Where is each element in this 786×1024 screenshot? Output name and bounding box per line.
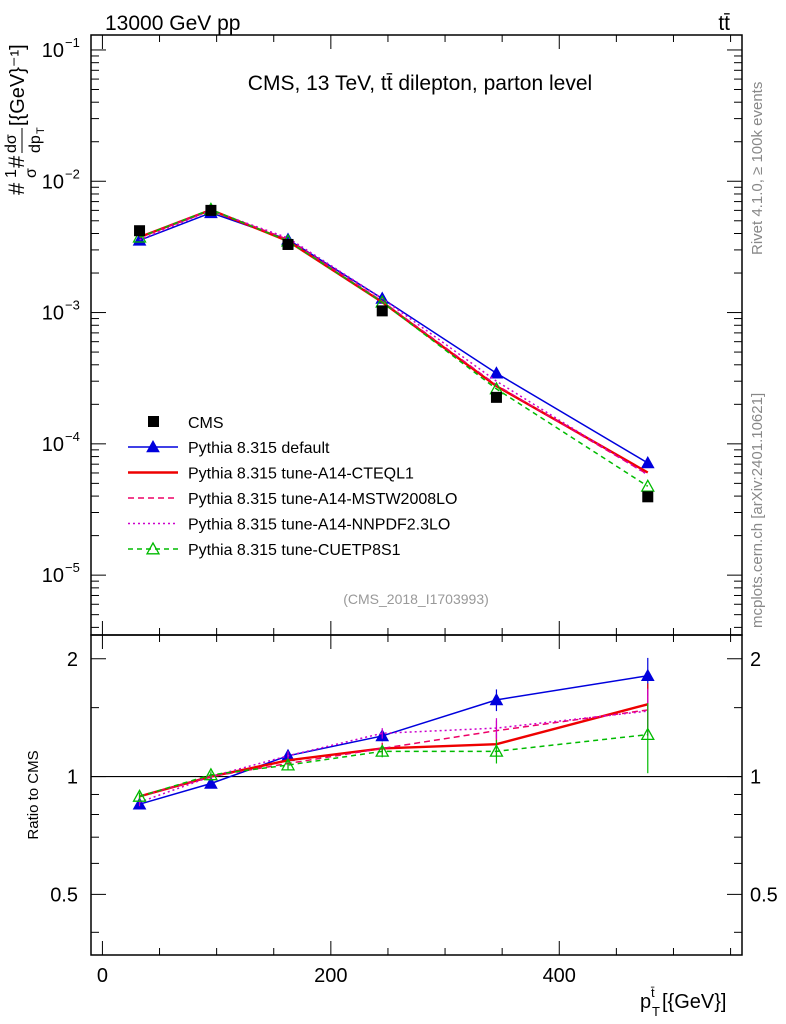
legend-marker-1 — [146, 439, 160, 453]
data-point — [282, 238, 294, 250]
y-tick-exponent: −1 — [65, 35, 80, 50]
y-axis-title-prefix: # — [4, 182, 29, 195]
x-axis-title-p: p — [640, 991, 651, 1013]
series-1-ratio-marker — [204, 776, 218, 789]
series-5-marker — [132, 229, 147, 243]
series-group — [132, 202, 655, 492]
series-3-line — [139, 209, 649, 476]
series-5-ratio-marker — [280, 757, 296, 771]
legend: CMS Pythia 8.315 default Pythia 8.315 tun… — [128, 415, 457, 559]
y-tick-exponent: −4 — [65, 429, 80, 444]
y-axis-title-hash: # — [4, 155, 29, 168]
y-axis-title-one: 1 — [3, 169, 20, 178]
y-axis-title-dsigma: dσ — [3, 134, 20, 153]
ratio-tick-label-right: 1 — [750, 767, 761, 789]
series-5-ratio-marker — [132, 789, 147, 802]
series-1-ratio-marker — [640, 668, 655, 682]
y-axis-title-unit: [{GeV}⁻¹] — [7, 44, 29, 126]
series-5-marker — [640, 478, 655, 492]
legend-label-4: Pythia 8.315 tune-A14-NNPDF2.3LO — [188, 517, 450, 534]
y-tick-exponent: −5 — [65, 560, 80, 575]
header-right-label: tt̄ — [718, 12, 730, 35]
ratio-axis-title: Ratio to CMS — [25, 750, 42, 839]
y-axis-title: # 1 σ # dσ dp T [{GeV}⁻¹] — [3, 44, 47, 195]
x-axis-title-sub: T — [652, 1004, 660, 1019]
series-1-marker — [489, 366, 504, 379]
rivet-version-label: Rivet 4.1.0, ≥ 100k events — [749, 82, 766, 255]
y-tick-label: 10 — [42, 303, 64, 325]
series-4-line — [139, 209, 649, 476]
y-axis-title-sigma: σ — [23, 168, 40, 178]
ratio-plot-frame — [90, 634, 743, 956]
series-5-ratio-marker — [640, 727, 655, 741]
chart-title: CMS, 13 TeV, tt̄ dilepton, parton level — [248, 72, 592, 95]
legend-label-2: Pythia 8.315 tune-A14-CTEQL1 — [188, 466, 414, 483]
data-point — [134, 225, 146, 237]
legend-label-3: Pythia 8.315 tune-A14-MSTW2008LO — [188, 491, 457, 508]
y-axis-title-sub: T — [35, 127, 47, 134]
y-tick-label: 10 — [42, 565, 64, 587]
y-tick-label: 10 — [42, 40, 64, 62]
ratio-tick-label-right: 0.5 — [750, 884, 778, 906]
x-axis-title: p T t̄ [{GeV}] — [640, 985, 727, 1019]
ratio-tick-label: 1 — [67, 767, 78, 789]
mcplots-label: mcplots.cern.ch [arXiv:2401.10621] — [749, 393, 766, 628]
ratio-series-group — [132, 657, 655, 810]
series-2-line — [139, 208, 649, 474]
x-axis-title-sup: t̄ — [651, 985, 655, 1000]
legend-marker-data — [148, 416, 159, 427]
y-tick-exponent: −3 — [65, 298, 80, 313]
series-5-ratio-marker — [375, 744, 390, 757]
series-5-ratio-marker — [203, 767, 219, 781]
series-3-ratio-line — [139, 709, 648, 798]
legend-label-5: Pythia 8.315 tune-CUETP8S1 — [188, 542, 401, 559]
legend-label-1: Pythia 8.315 default — [188, 440, 330, 457]
x-tick-label: 200 — [314, 965, 347, 987]
header-left-label: 13000 GeV pp — [105, 12, 240, 35]
series-5-ratio-marker — [489, 744, 504, 757]
ratio-tick-label: 2 — [67, 649, 78, 671]
y-axis-title-dpt: dp — [27, 135, 44, 153]
analysis-id-label: (CMS_2018_I1703993) — [343, 591, 489, 607]
series-1-ratio-line — [139, 674, 648, 805]
ratio-tick-label: 0.5 — [50, 884, 78, 906]
data-points-group — [134, 204, 654, 503]
x-axis-title-unit: [{GeV}] — [662, 991, 727, 1013]
series-5-line — [139, 208, 649, 487]
y-tick-label: 10 — [42, 171, 64, 193]
y-tick-label: 10 — [42, 434, 64, 456]
series-1-marker — [640, 455, 655, 469]
legend-label-data: CMS — [188, 415, 224, 432]
series-2-ratio-line — [139, 703, 649, 798]
series-5-ratio-line — [139, 733, 648, 798]
data-point — [642, 491, 654, 503]
legend-marker-5 — [145, 541, 161, 555]
data-point — [490, 391, 502, 403]
data-point — [205, 204, 217, 216]
y-tick-exponent: −2 — [65, 166, 80, 181]
x-tick-label: 400 — [543, 965, 576, 987]
data-point — [376, 305, 388, 317]
ratio-tick-label-right: 2 — [750, 649, 761, 671]
series-1-ratio-marker — [489, 692, 504, 706]
x-tick-label: 0 — [97, 965, 108, 987]
